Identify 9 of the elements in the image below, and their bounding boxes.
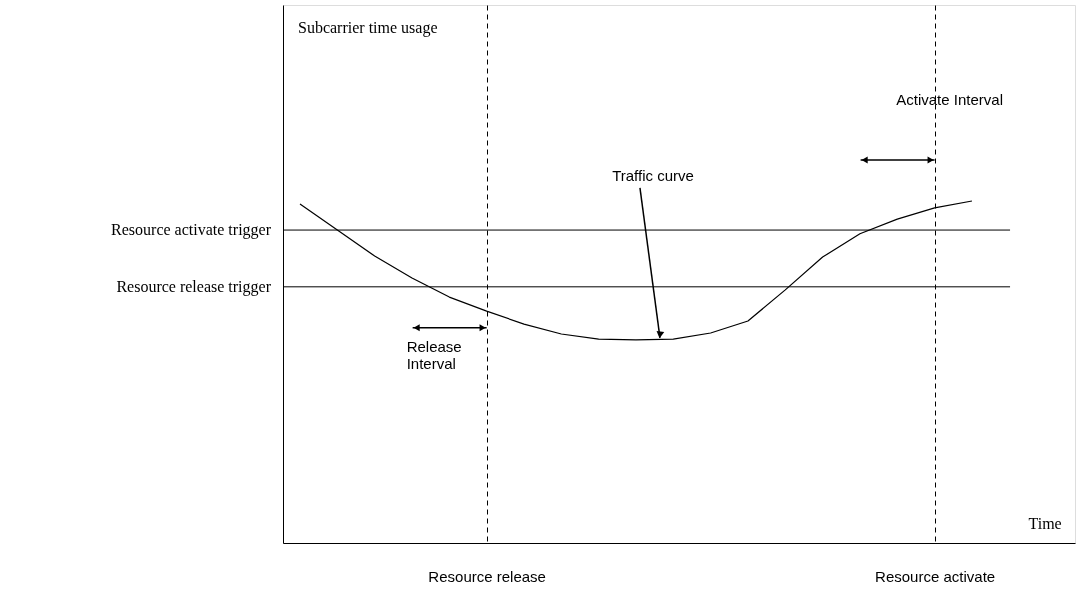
ref-line-label: Resource activate trigger bbox=[111, 221, 272, 240]
x-tick-label: Resource release bbox=[428, 567, 546, 585]
text: Activate Interval bbox=[896, 91, 1003, 109]
annotation: Release Interval bbox=[406, 337, 462, 372]
x-tick-label: Resource activate bbox=[875, 567, 996, 585]
text: Traffic curve bbox=[612, 166, 694, 184]
ref-line-label: Resource release trigger bbox=[116, 277, 272, 296]
x-axis-title: Time bbox=[1028, 514, 1062, 532]
text: Subcarrier time usage bbox=[298, 19, 438, 37]
